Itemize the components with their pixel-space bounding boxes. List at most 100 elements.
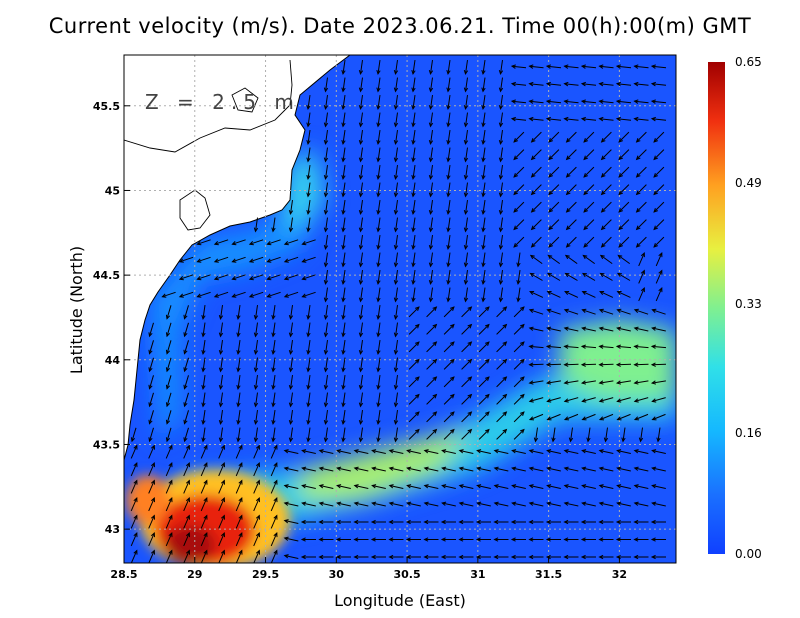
velocity-arrow — [528, 116, 544, 122]
velocity-arrow — [529, 254, 543, 265]
velocity-arrow — [371, 501, 386, 507]
velocity-arrow — [440, 519, 456, 525]
velocity-arrow — [423, 519, 439, 525]
velocity-arrow — [478, 393, 490, 405]
velocity-arrow — [336, 501, 351, 507]
velocity-arrow — [235, 497, 243, 512]
velocity-arrow — [323, 147, 329, 163]
velocity-arrow — [481, 147, 486, 163]
velocity-arrow — [130, 514, 138, 529]
velocity-arrow — [335, 519, 351, 525]
velocity-arrow — [323, 305, 329, 321]
velocity-arrow — [393, 357, 399, 373]
velocity-arrow — [306, 427, 311, 443]
colorbar-ticks: 0.65 0.49 0.33 0.16 0.00 — [735, 55, 762, 561]
velocity-arrow — [481, 77, 486, 93]
velocity-arrow — [358, 112, 364, 128]
velocity-arrow — [581, 291, 596, 298]
velocity-arrow — [650, 81, 667, 87]
velocity-arrow — [411, 287, 416, 303]
velocity-arrow — [376, 322, 381, 338]
velocity-arrow — [318, 519, 334, 525]
velocity-arrow — [463, 200, 469, 216]
velocity-arrow — [253, 340, 259, 356]
velocity-arrow — [301, 466, 316, 472]
velocity-arrow — [650, 362, 667, 367]
velocity-arrow — [513, 341, 525, 353]
velocity-arrow — [183, 305, 189, 320]
velocity-arrow — [638, 269, 645, 284]
velocity-arrow — [516, 252, 521, 268]
velocity-arrow — [358, 427, 364, 443]
velocity-arrow — [528, 362, 544, 367]
velocity-arrow — [218, 322, 224, 338]
velocity-arrow — [475, 554, 491, 560]
velocity-arrow — [564, 291, 579, 298]
velocity-arrow — [318, 466, 334, 472]
velocity-arrow — [563, 308, 579, 315]
velocity-arrow — [533, 427, 539, 443]
velocity-arrow — [651, 413, 666, 421]
velocity-arrow — [323, 392, 329, 408]
velocity-arrow — [496, 411, 508, 423]
velocity-arrow — [563, 501, 579, 507]
colorbar-tick-label: 0.49 — [735, 176, 762, 190]
velocity-arrow — [218, 479, 225, 494]
velocity-arrow — [271, 340, 276, 356]
velocity-arrow — [148, 444, 155, 459]
velocity-arrow — [393, 77, 399, 93]
velocity-arrow — [513, 219, 525, 231]
velocity-arrow — [633, 344, 649, 349]
velocity-arrow — [530, 184, 542, 196]
velocity-arrow — [231, 256, 246, 263]
velocity-arrow — [528, 519, 544, 525]
velocity-arrow — [236, 340, 241, 356]
velocity-arrow — [341, 287, 346, 303]
velocity-arrow — [616, 291, 631, 298]
velocity-arrow — [411, 252, 416, 268]
velocity-arrow — [253, 444, 260, 459]
velocity-arrow — [565, 149, 577, 161]
velocity-arrow — [306, 200, 311, 216]
velocity-arrow — [498, 270, 504, 286]
x-tick-label: 30 — [329, 568, 345, 581]
velocity-arrow — [463, 147, 469, 163]
velocity-arrow — [200, 549, 208, 563]
velocity-arrow — [148, 340, 154, 355]
velocity-arrow — [130, 444, 138, 459]
velocity-arrow — [446, 200, 451, 216]
velocity-arrow — [408, 376, 420, 388]
velocity-arrow — [235, 444, 243, 459]
y-tick-label: 44 — [105, 354, 121, 367]
velocity-arrow — [633, 64, 649, 69]
velocity-arrow — [323, 357, 329, 373]
velocity-arrow — [513, 376, 525, 388]
velocity-arrow — [218, 357, 224, 373]
velocity-arrow — [513, 358, 525, 370]
velocity-arrow — [463, 60, 469, 76]
velocity-arrow — [423, 501, 439, 507]
western-coastal-band — [150, 180, 320, 440]
velocity-arrow — [443, 428, 455, 440]
velocity-arrow — [288, 305, 294, 321]
velocity-arrow — [545, 116, 562, 122]
velocity-arrow — [270, 462, 278, 477]
velocity-arrow — [496, 341, 508, 353]
velocity-arrow — [650, 99, 667, 104]
velocity-arrow — [428, 287, 434, 303]
velocity-arrow — [463, 77, 469, 93]
velocity-arrow — [528, 64, 544, 69]
velocity-arrow — [148, 462, 155, 477]
velocity-arrow — [218, 462, 225, 477]
velocity-arrow — [651, 501, 666, 507]
velocity-arrow — [650, 380, 666, 385]
velocity-arrow — [323, 375, 329, 391]
velocity-arrow — [218, 410, 224, 426]
eastern-jet — [560, 320, 676, 400]
velocity-arrow — [423, 537, 439, 542]
velocity-arrow — [358, 392, 364, 408]
velocity-arrow — [148, 532, 155, 547]
velocity-arrow — [393, 322, 399, 338]
plot-area: Z = 2.5 m — [124, 55, 676, 563]
velocity-arrow — [148, 427, 154, 443]
